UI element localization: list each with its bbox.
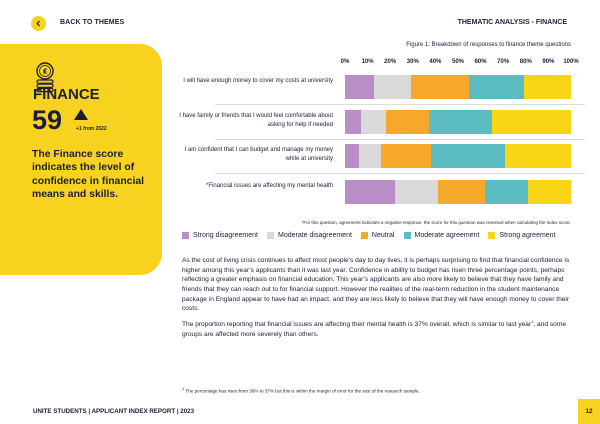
bar-segment	[505, 144, 571, 168]
score-change: +1 from 2022	[76, 126, 107, 132]
paragraph-2-part-b: , and some groups are affected more seve…	[182, 320, 567, 338]
legend-label: Moderate disagreement	[277, 232, 352, 239]
bar-segment	[374, 75, 411, 99]
page-footnote: 1 The percentage has risen from 36% to 3…	[182, 386, 420, 394]
bar-segment	[469, 75, 524, 99]
footnote-text: The percentage has risen from 36% to 37%…	[184, 388, 420, 394]
body-text: As the cost of living crisis continues t…	[182, 256, 574, 344]
chart-footnote: *For this question, agreement indicates …	[301, 220, 571, 225]
up-arrow-icon	[74, 109, 88, 120]
x-tick-label: 20%	[384, 59, 397, 65]
bar-segment	[428, 110, 492, 134]
chart-title: Figure 1: Breakdown of responses to fina…	[406, 42, 571, 48]
category-label: I have family or friends that I would fe…	[179, 113, 333, 128]
score-panel: £ FINANCE 59 +1 from 2022 The Finance sc…	[0, 44, 162, 275]
row-separator	[215, 139, 585, 140]
x-tick-label: 60%	[474, 59, 487, 65]
legend-swatch	[403, 232, 411, 239]
theme-title: FINANCE	[33, 86, 100, 103]
svg-text:£: £	[43, 68, 48, 76]
score-description: The Finance score indicates the level of…	[32, 149, 145, 200]
row-separator	[215, 173, 585, 174]
x-tick-label: 100%	[563, 59, 579, 65]
bar-segment	[394, 180, 438, 204]
footer-title: UNITE STUDENTS | APPLICANT INDEX REPORT …	[33, 408, 195, 415]
x-tick-label: 10%	[361, 59, 374, 65]
x-tick-label: 0%	[340, 59, 350, 65]
bar-segment	[485, 180, 529, 204]
x-tick-label: 80%	[519, 59, 532, 65]
bar-segment	[345, 75, 375, 99]
bar-segment	[345, 144, 359, 168]
bar-segment	[381, 144, 431, 168]
x-tick-label: 50%	[451, 59, 465, 65]
legend-swatch	[360, 232, 368, 239]
bar-segment	[385, 110, 429, 134]
legend-swatch	[488, 232, 496, 239]
row-separator	[215, 104, 585, 105]
coins-icon: £	[36, 62, 54, 93]
legend-swatch	[182, 232, 189, 239]
paragraph-2: The proportion reporting that financial …	[182, 319, 574, 339]
legend-label: Strong agreement	[499, 232, 556, 239]
legend-item: Neutral	[360, 232, 395, 239]
bar-segment	[360, 110, 386, 134]
bar-segment	[491, 110, 571, 134]
bar-segment	[437, 180, 486, 204]
bar-segment	[358, 144, 382, 168]
legend-item: Strong agreement	[488, 232, 556, 239]
footnote-marker: 1	[182, 386, 185, 391]
chart-legend: Strong disagreement Moderate disagreement…	[182, 232, 556, 239]
legend-item: Moderate disagreement	[266, 232, 352, 239]
back-to-themes-link[interactable]: BACK TO THEMES	[60, 19, 125, 26]
bar-row	[345, 110, 571, 134]
back-chevron-button[interactable]	[31, 16, 46, 31]
bar-row	[345, 144, 571, 168]
legend-item: Moderate agreement	[403, 232, 480, 239]
bar-segment	[345, 180, 395, 204]
footnote-ref: 1	[531, 318, 534, 324]
legend-item: Strong disagreement	[182, 232, 258, 239]
section-label: THEMATIC ANALYSIS - FINANCE	[457, 19, 567, 26]
chevron-left-icon	[36, 20, 40, 27]
x-tick-label: 40%	[429, 59, 442, 65]
legend-label: Moderate agreement	[414, 232, 480, 239]
top-bar: BACK TO THEMES THEMATIC ANALYSIS - FINAN…	[0, 0, 600, 42]
category-label: *Financial issues are affecting my menta…	[206, 183, 333, 189]
legend-label: Strong disagreement	[193, 232, 258, 239]
score-value: 59	[32, 105, 63, 135]
category-label: I am confident that I can budget and man…	[184, 147, 333, 162]
footer: UNITE STUDENTS | APPLICANT INDEX REPORT …	[0, 399, 600, 424]
bar-segment	[345, 110, 361, 134]
bar-segment	[430, 144, 506, 168]
x-tick-label: 30%	[406, 59, 419, 65]
legend-label: Neutral	[371, 232, 395, 239]
legend-swatch	[266, 232, 274, 239]
x-tick-label: 70%	[497, 59, 510, 65]
x-tick-label: 90%	[542, 59, 555, 65]
bar-segment	[523, 75, 571, 99]
bar-row	[345, 75, 571, 99]
bar-segment	[410, 75, 470, 99]
page-number: 12	[578, 399, 600, 424]
paragraph-1: As the cost of living crisis continues t…	[182, 257, 570, 313]
bar-row	[345, 180, 571, 204]
bar-segment	[528, 180, 571, 204]
paragraph-2-part-a: The proportion reporting that financial …	[182, 320, 532, 328]
finance-chart: Figure 1: Breakdown of responses to fina…	[165, 38, 585, 238]
category-label: I will have enough money to cover my cos…	[183, 78, 333, 84]
